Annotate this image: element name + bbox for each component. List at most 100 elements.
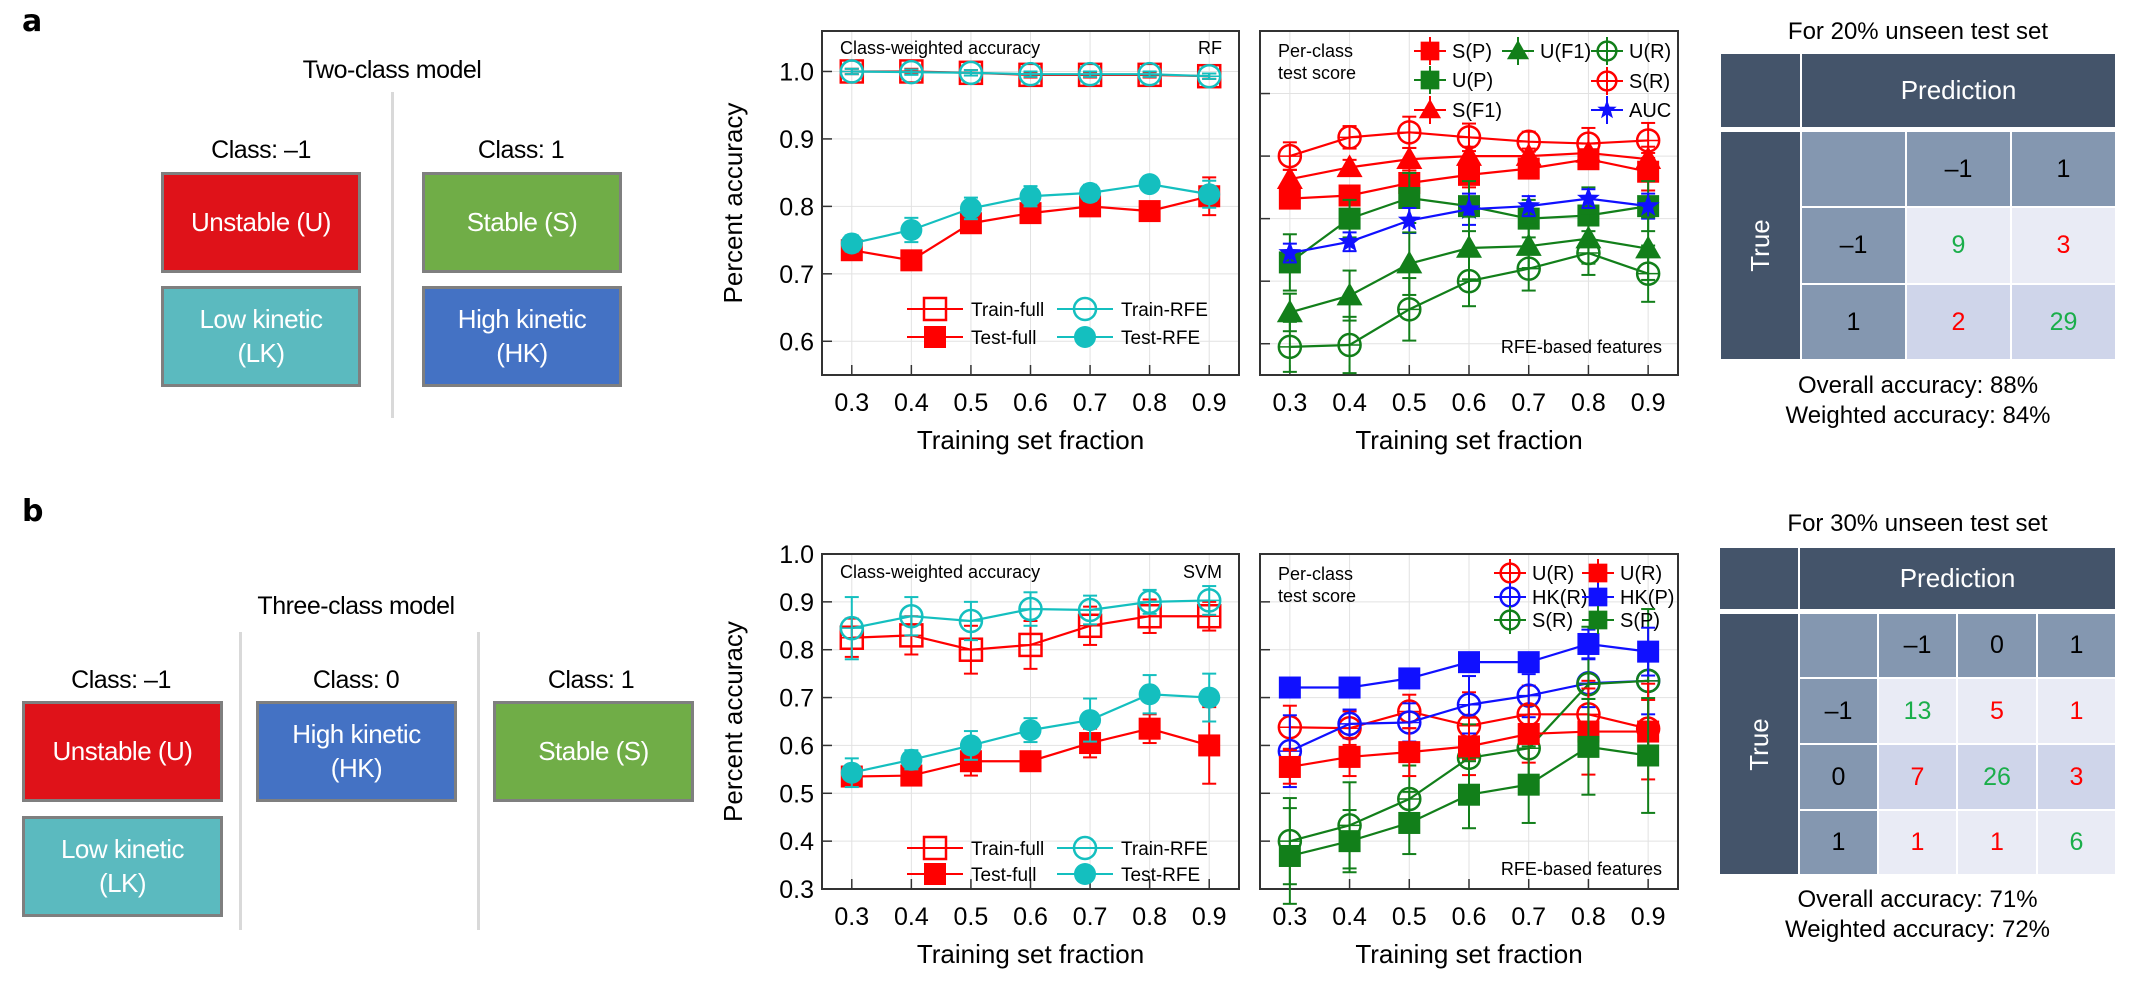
x-tick-label: 0.8	[1132, 389, 1167, 417]
marker-open-circle	[1397, 297, 1422, 322]
matrix-cell: 9	[1906, 207, 2011, 284]
true-row-label: –1	[1799, 678, 1878, 744]
marker-open-circle	[1018, 596, 1043, 622]
model-name: SVM	[1183, 562, 1222, 582]
panel-note: RFE-based features	[1501, 337, 1662, 357]
legend-item-U(F1): U(F1)	[1502, 37, 1591, 65]
y-tick-label: 0.3	[779, 876, 814, 904]
class-label-minus1: Class: –1	[211, 136, 311, 164]
marker-filled-square	[1338, 830, 1361, 853]
marker-filled-square	[1338, 745, 1361, 768]
x-tick-label: 0.5	[954, 903, 989, 931]
legend-label: Test-RFE	[1121, 328, 1200, 349]
x-tick-label: 0.9	[1631, 389, 1666, 417]
y-tick-label: 0.7	[779, 261, 814, 289]
legend-label: HK(R)	[1532, 587, 1588, 609]
marker-open-circle	[1196, 63, 1222, 89]
y-tick-label: 0.5	[779, 780, 814, 808]
marker-filled-square	[1458, 651, 1480, 674]
legend-label: HK(P)	[1620, 587, 1674, 609]
x-tick-label: 0.7	[1511, 389, 1546, 417]
series-U(R)	[1277, 230, 1661, 375]
marker-filled-square	[1458, 735, 1480, 758]
legend-label: S(R)	[1629, 71, 1670, 93]
marker-open-circle	[1277, 334, 1303, 360]
pred-label: –1	[1906, 131, 2011, 207]
marker-open-circle	[1337, 125, 1362, 150]
class-box-low-kinetic: Low kinetic (LK)	[161, 286, 361, 387]
x-tick-label: 0.6	[1013, 903, 1048, 931]
blank-cell	[1801, 131, 1906, 207]
legend-item-HK(R): HK(R)	[1494, 583, 1588, 611]
marker-filled-square	[1278, 755, 1301, 778]
panel-label-a: a	[22, 4, 43, 39]
x-tick-label: 0.9	[1192, 903, 1227, 931]
true-row-label: 0	[1799, 744, 1878, 810]
marker-star	[1338, 229, 1361, 252]
legend-label: Train-full	[971, 300, 1044, 321]
matrix-cell: 3	[2037, 744, 2116, 810]
x-tick-label: 0.5	[1392, 903, 1427, 931]
legend-label: U(F1)	[1540, 41, 1591, 63]
x-tick-label: 0.6	[1452, 389, 1487, 417]
class-box-stable: Stable (S)	[422, 172, 622, 273]
legend-item-Test-full: Test-full	[907, 326, 1036, 349]
matrix-cell: 7	[1878, 744, 1957, 810]
legend-item-U(P): U(P)	[1414, 66, 1493, 94]
panel-label-b: b	[22, 494, 44, 529]
y-tick-label: 0.9	[779, 126, 814, 154]
legend-label: S(F1)	[1452, 100, 1502, 122]
marker-open-circle	[958, 608, 984, 634]
true-row-label: 1	[1799, 810, 1878, 875]
x-axis-label: Training set fraction	[917, 939, 1144, 969]
marker-filled-triangle	[1336, 282, 1363, 306]
x-tick-label: 0.4	[894, 389, 929, 417]
marker-filled-square	[1637, 640, 1660, 663]
chart-1: 0.3 0.4 0.5 0.6 0.7 0.8 0.9 0.6 0.7 0.8 0.9 1.0 Trai…	[718, 30, 1240, 455]
marker-filled-triangle	[1418, 98, 1442, 119]
x-tick-label: 0.3	[1272, 389, 1307, 417]
chart-4: 0.3 0.4 0.5 0.6 0.7 0.8 0.9 Training set fracti…	[1259, 553, 1679, 969]
marker-filled-triangle	[1396, 250, 1423, 274]
marker-open-circle	[1196, 588, 1222, 613]
class-divider	[477, 632, 480, 930]
marker-filled-triangle	[1506, 39, 1530, 60]
marker-open-circle	[1397, 120, 1422, 145]
class-box-text: Low kinetic (LK)	[60, 833, 185, 898]
x-tick-label: 0.3	[834, 903, 869, 931]
confusion-matrix-a: For 20% unseen test set Prediction True …	[1720, 0, 2116, 430]
marker-filled-square	[1398, 667, 1421, 690]
marker-filled-square	[1420, 70, 1440, 90]
series-Test-RFE	[840, 672, 1221, 789]
legend-item-S(F1): S(F1)	[1414, 96, 1502, 124]
marker-filled-square	[1577, 632, 1600, 655]
x-tick-label: 0.9	[1192, 389, 1227, 417]
legend-label: U(R)	[1620, 563, 1662, 585]
marker-open-circle	[1456, 692, 1482, 717]
marker-filled-circle	[959, 197, 982, 220]
marker-filled-square	[1517, 773, 1540, 796]
marker-filled-circle	[1198, 183, 1221, 206]
marker-filled-square	[1398, 811, 1421, 834]
legend-item-Train-full: Train-full	[907, 835, 1044, 861]
marker-filled-square	[1079, 732, 1102, 755]
marker-filled-triangle	[1456, 143, 1482, 166]
series-HK(P)	[1278, 626, 1660, 699]
marker-filled-circle	[840, 232, 863, 255]
model-title-two-class: Two-class model	[302, 56, 482, 84]
marker-filled-circle	[1019, 185, 1042, 208]
true-header: True	[1720, 131, 1801, 360]
marker-filled-circle	[1079, 181, 1102, 204]
matrix-cell: 5	[1957, 678, 2037, 744]
legend-label: U(P)	[1452, 70, 1493, 92]
legend-item-AUC: AUC	[1591, 96, 1671, 124]
marker-filled-circle	[840, 761, 863, 784]
marker-filled-circle	[900, 748, 923, 771]
marker-filled-square	[900, 249, 923, 272]
marker-star	[1597, 99, 1617, 119]
overall-accuracy: Overall accuracy: 88%	[1797, 372, 2039, 399]
marker-filled-square	[1420, 41, 1440, 61]
x-tick-label: 0.8	[1571, 389, 1606, 417]
marker-open-circle	[1137, 61, 1162, 87]
